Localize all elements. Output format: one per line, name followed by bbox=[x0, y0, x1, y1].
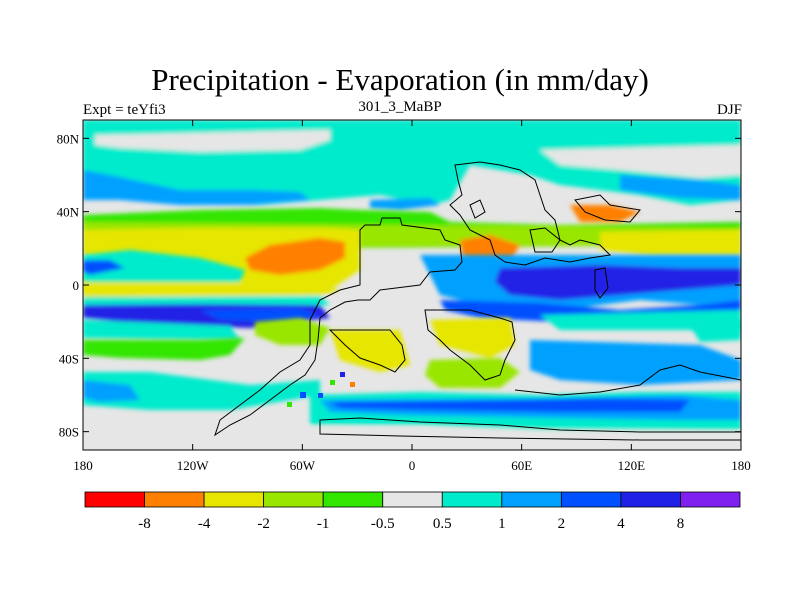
siberia-gray bbox=[540, 145, 741, 178]
coast-antarctica bbox=[319, 417, 741, 441]
so-lightblue-indian bbox=[530, 340, 741, 385]
so-cyan-west bbox=[83, 372, 320, 410]
feature-dot bbox=[330, 380, 335, 385]
feature-dot bbox=[300, 392, 306, 398]
colorbar-label: 2 bbox=[558, 516, 566, 532]
sh-yellow-africa bbox=[430, 318, 515, 358]
sh-yellowgreen-ind bbox=[425, 358, 520, 388]
northern-bands bbox=[83, 120, 741, 210]
run-label: 301_3_MaBP bbox=[358, 99, 442, 115]
y-tick-label: 40N bbox=[57, 205, 80, 220]
coast-africa bbox=[424, 309, 516, 381]
eq-darkblue-ind bbox=[495, 265, 741, 300]
eq-yellow-strip bbox=[83, 283, 340, 297]
so-lightblue-west bbox=[83, 380, 140, 402]
coast-india bbox=[529, 227, 561, 253]
coast-indo bbox=[594, 267, 609, 299]
scattered-features bbox=[287, 372, 355, 407]
y-tick-label: 80S bbox=[59, 425, 79, 440]
sh-subtropics bbox=[83, 318, 741, 388]
x-tick-label: 180 bbox=[73, 458, 93, 473]
y-tick-label: 0 bbox=[73, 278, 80, 293]
nh-lightblue-pac bbox=[620, 175, 741, 200]
nh-lightblue bbox=[83, 170, 310, 205]
nh-subtropics bbox=[83, 205, 741, 300]
so-blue-south bbox=[330, 398, 690, 412]
eq-cyan-west bbox=[83, 320, 240, 340]
coast-east-asia bbox=[574, 194, 641, 223]
x-tick-label: 60E bbox=[511, 458, 532, 473]
y-tick-label: 40S bbox=[59, 351, 79, 366]
colorbar-label: -0.5 bbox=[371, 516, 395, 532]
so-gray-ant bbox=[83, 425, 741, 450]
equatorial-bands bbox=[83, 250, 741, 340]
colorbar-label: 1 bbox=[498, 516, 506, 532]
colorbar-label: 4 bbox=[617, 516, 625, 532]
nh-orange-japan bbox=[570, 205, 640, 222]
coast-south-america bbox=[328, 329, 406, 373]
y-tick-label: 80N bbox=[57, 131, 80, 146]
season-label: DJF bbox=[716, 102, 742, 118]
feature-dot bbox=[287, 402, 292, 407]
colorbar-swatch bbox=[501, 491, 562, 508]
x-tick-label: 0 bbox=[409, 458, 416, 473]
colorbar-label: 0.5 bbox=[433, 516, 452, 532]
colorbar: -8 -4 -2 -1 -0.5 0.5 1 2 4 8 bbox=[84, 491, 741, 532]
colorbar-swatch bbox=[84, 491, 145, 508]
colorbar-label: -8 bbox=[138, 516, 151, 532]
map-field bbox=[83, 120, 741, 450]
colorbar-swatch bbox=[382, 491, 443, 508]
x-tick-label: 60W bbox=[290, 458, 316, 473]
feature-dot bbox=[318, 393, 323, 398]
coast-europe-hook bbox=[469, 199, 486, 219]
southern-bands bbox=[83, 340, 741, 450]
eq-blue-pac bbox=[200, 308, 320, 322]
x-tick-label: 180 bbox=[731, 458, 751, 473]
colorbar-label: -2 bbox=[257, 516, 270, 532]
coast-americas bbox=[214, 217, 463, 437]
coast-eurasia bbox=[449, 161, 612, 266]
colorbar-swatch bbox=[203, 491, 265, 508]
sh-green bbox=[83, 338, 245, 360]
plot-title: Precipitation - Evaporation (in mm/day) bbox=[151, 62, 649, 97]
colorbar-swatch bbox=[560, 491, 622, 508]
sh-yellowgreen bbox=[255, 318, 330, 345]
eq-cyan bbox=[83, 250, 245, 282]
colorbar-swatch bbox=[620, 491, 681, 508]
colorbar-swatch bbox=[680, 491, 741, 508]
colorbar-swatch bbox=[144, 491, 205, 508]
coast-australia-shelf bbox=[514, 364, 741, 396]
eq-cyan-lower bbox=[83, 296, 330, 305]
colorbar-swatch bbox=[263, 491, 324, 508]
nh-yellow-east bbox=[600, 230, 741, 255]
experiment-label: Expt = teYfi3 bbox=[83, 102, 166, 118]
feature-dot bbox=[340, 372, 345, 377]
colorbar-swatch bbox=[322, 491, 384, 508]
coastlines bbox=[214, 161, 741, 441]
sh-yellow-aus bbox=[330, 330, 410, 372]
colorbar-label: -1 bbox=[317, 516, 330, 532]
map-axes: 180 120W 60W 0 60E 120E 180 80N 40N 0 40S 80S bbox=[57, 120, 751, 473]
colorbar-label: -4 bbox=[198, 516, 211, 532]
nh-lightblue-atl bbox=[370, 198, 440, 210]
x-tick-label: 120W bbox=[177, 458, 210, 473]
nh-orange-pac bbox=[245, 238, 345, 275]
colorbar-label: 8 bbox=[677, 516, 685, 532]
feature-dot bbox=[350, 382, 355, 387]
colorbar-swatch bbox=[441, 491, 503, 508]
sh-cyan-aus bbox=[690, 320, 741, 342]
eq-blue-west bbox=[83, 260, 125, 275]
nh-cyan-band-2 bbox=[95, 130, 330, 152]
x-tick-label: 120E bbox=[618, 458, 646, 473]
